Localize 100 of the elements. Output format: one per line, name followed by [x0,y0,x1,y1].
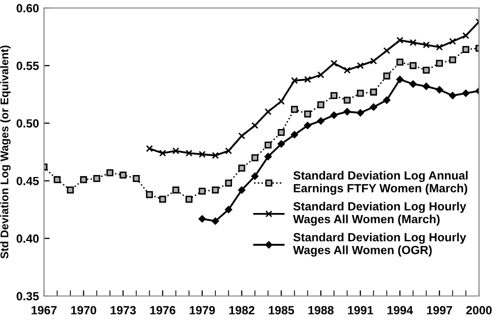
point [132,175,140,182]
point [383,96,390,104]
point [409,80,417,88]
legend-label: Standard Deviation Log Annual Earnings FTFY Women (March) [293,170,468,195]
point [396,36,404,44]
y-tick-label: 0.40 [16,234,39,243]
y-tick-label: 0.60 [16,4,39,12]
point [198,150,206,158]
point [224,206,232,214]
y-tick-label: 0.45 [16,176,39,186]
x-tick-label: 1976 [150,306,176,314]
point [172,186,180,194]
point [251,122,258,129]
x-tick-label: 1982 [229,306,254,314]
y-axis-title: Std Deviation Log Wages (or Equivalent) [0,46,11,259]
point [93,175,100,182]
point [278,128,285,136]
x-tick-label: 1994 [388,306,413,314]
point [449,56,456,64]
point [448,92,456,100]
point [159,150,166,157]
x-tick-label: 1967 [32,306,57,314]
point [186,150,192,157]
point [330,111,338,119]
point [344,108,351,116]
point [264,142,272,149]
point [370,103,378,111]
point [290,131,298,138]
point [317,71,324,78]
point [198,215,206,222]
point [146,191,153,198]
point [106,169,114,176]
point [436,60,443,67]
point [304,122,312,130]
point [317,101,324,108]
point [264,152,272,160]
point [383,72,390,80]
point [462,46,470,53]
point [304,76,312,83]
point [290,77,298,84]
point [278,98,285,105]
point [278,140,285,148]
y-tick-label: 0.50 [16,119,39,128]
point [356,90,364,97]
point [410,62,417,70]
point [225,180,232,187]
point [356,62,364,70]
point [383,47,390,54]
point [396,76,404,84]
x-tick-label: 1991 [348,306,374,314]
point [462,90,470,97]
point [330,60,338,67]
point [317,117,324,125]
point [422,41,430,48]
point [159,196,166,203]
point [422,82,430,90]
point [120,172,127,179]
y-tick-label: 0.35 [16,292,39,300]
point [212,186,219,194]
point [396,58,404,66]
point [66,186,74,194]
x-tick-label: 1997 [427,306,452,314]
point [330,92,338,100]
point [449,38,456,45]
point [344,66,351,74]
point [212,152,219,159]
point [251,154,258,162]
legend-label: Standard Deviation Log Hourly Wages All Women (March) [293,202,466,226]
point [54,176,61,184]
x-tick-label: 1988 [308,306,334,314]
x-tick-label: 1970 [71,306,96,314]
point [186,196,192,203]
point [80,176,88,184]
point [436,44,443,51]
legend-label: Standard Deviation Log Hourly Wages All Women (OGR) [293,232,466,257]
point [238,132,246,140]
point [422,66,430,74]
point [238,186,246,194]
point [344,96,351,104]
point [172,147,180,154]
point [356,109,364,116]
x-tick-label: 1973 [110,306,136,314]
x-tick-label: 1979 [190,306,215,314]
point [410,39,417,46]
point [436,86,444,94]
point [212,217,220,225]
point [304,110,312,118]
point [370,58,378,64]
x-tick-label: 2000 [466,306,492,314]
point [462,32,470,40]
point [370,88,378,96]
x-tick-label: 1985 [268,306,294,314]
point [198,188,206,195]
point [146,145,153,152]
point [264,108,272,116]
y-tick-label: 0.55 [16,62,39,70]
point [251,172,259,180]
point [290,106,298,113]
point [238,164,246,172]
point [225,147,232,154]
